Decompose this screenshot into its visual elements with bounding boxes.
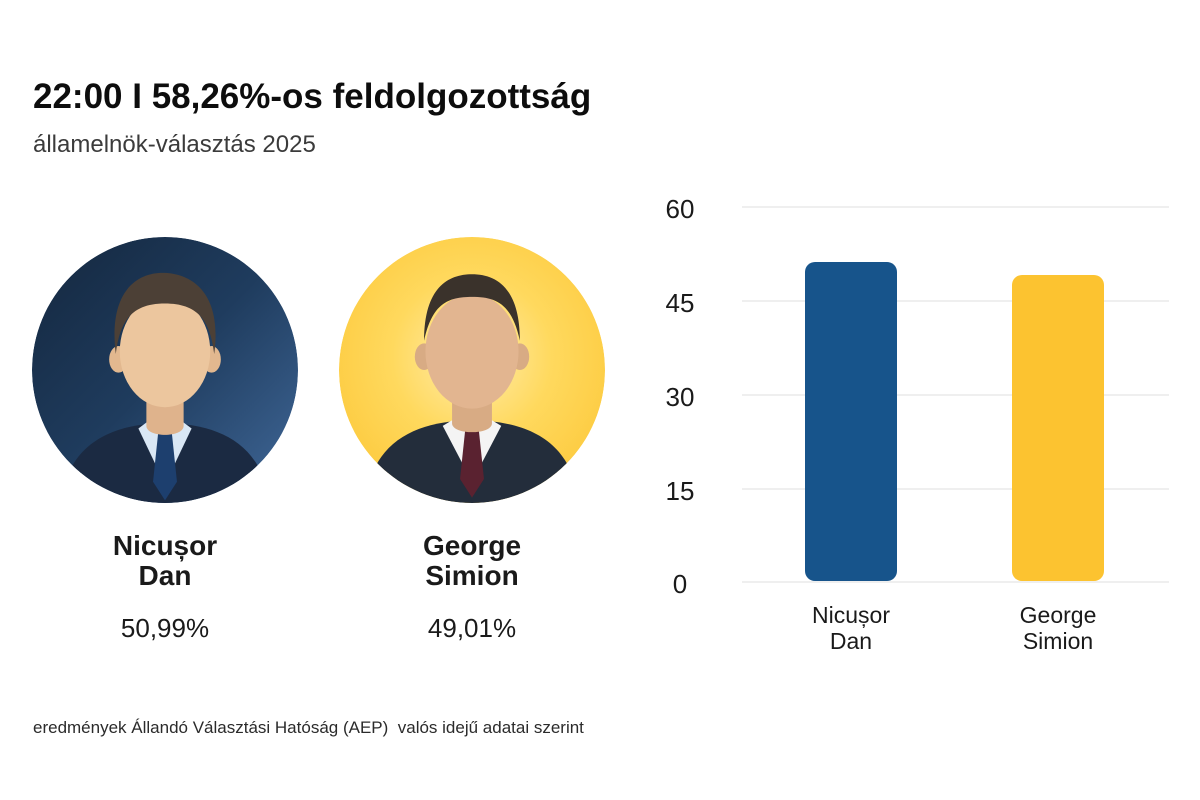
gridline-45 [742, 300, 1169, 302]
candidate-name-line1: George [422, 530, 522, 561]
x-axis-label-nicusor-dan: Nicușor Dan [746, 602, 956, 654]
nicusor-dan-portrait-drawing [32, 237, 298, 503]
source-note: eredmények Állandó Választási Hatóság (A… [33, 718, 584, 737]
george-simion-portrait [339, 237, 605, 503]
nicusor-dan-portrait [32, 237, 298, 503]
gridline-60 [742, 206, 1169, 208]
candidate-name-line1: Nicușor [112, 530, 218, 561]
x-axis-label-line2: Simion [1022, 628, 1094, 654]
x-axis-label-line1: Nicușor [812, 602, 890, 628]
y-axis-tick-0: 0 [672, 569, 688, 599]
candidate-name-line2: Simion [425, 560, 519, 591]
gridline-15 [742, 488, 1169, 490]
page-subtitle: államelnök-választás 2025 [33, 131, 316, 158]
bar-george-simion [1012, 274, 1104, 581]
y-axis-tick-15: 15 [665, 476, 695, 506]
gridline-0 [742, 581, 1169, 583]
y-axis-tick-60: 60 [665, 194, 695, 224]
candidate-percent-nicusor-dan: 50,99% [120, 613, 210, 643]
candidate-percent-george-simion: 49,01% [427, 613, 517, 643]
y-axis-tick-45: 45 [665, 288, 695, 318]
y-axis-tick-30: 30 [665, 382, 695, 412]
george-simion-portrait-drawing [339, 237, 605, 503]
candidate-name-nicusor-dan: Nicușor Dan [32, 531, 298, 591]
x-axis-label-line1: George [1019, 602, 1097, 628]
gridline-30 [742, 394, 1169, 396]
bar-nicusor-dan [805, 262, 897, 581]
x-axis-label-george-simion: George Simion [953, 602, 1163, 654]
page-title: 22:00 I 58,26%-os feldolgozottság [33, 77, 592, 116]
candidate-name-george-simion: George Simion [339, 531, 605, 591]
x-axis-label-line2: Dan [829, 628, 873, 654]
candidate-name-line2: Dan [138, 560, 192, 591]
